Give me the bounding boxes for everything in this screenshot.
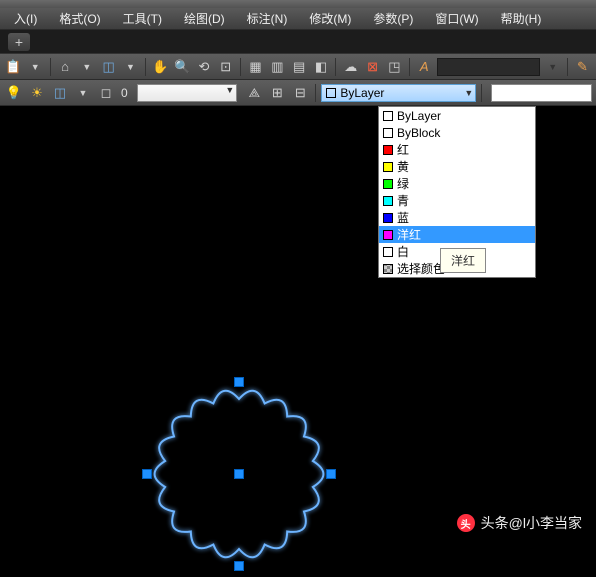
palette-icon[interactable]: ◧	[312, 57, 331, 77]
dropdown-arrow-icon[interactable]: ▼	[77, 57, 96, 77]
watermark-logo-icon: 头	[457, 514, 475, 532]
dropdown-arrow-icon[interactable]: ▼	[73, 83, 93, 103]
chevron-down-icon: ▼	[464, 88, 473, 98]
sheet-icon[interactable]: ▥	[268, 57, 287, 77]
zoom-icon[interactable]: 🔍	[173, 57, 192, 77]
block-icon[interactable]: ◫	[99, 57, 118, 77]
layer-prev-icon[interactable]: ⊞	[267, 83, 287, 103]
toolbar-divider	[315, 84, 316, 102]
color-option-magenta[interactable]: 洋红	[379, 226, 535, 243]
layer-match-icon[interactable]: ⟁	[244, 83, 264, 103]
pan-icon[interactable]: ✋	[151, 57, 170, 77]
color-option-red[interactable]: 红	[379, 141, 535, 158]
menu-parametric[interactable]: 参数(P)	[363, 8, 423, 29]
toolbar-divider	[567, 58, 568, 76]
menubar: 入(I) 格式(O) 工具(T) 绘图(D) 标注(N) 修改(M) 参数(P)…	[0, 8, 596, 30]
color-option-green[interactable]: 绿	[379, 175, 535, 192]
zoom-extents-icon[interactable]: ⊡	[216, 57, 235, 77]
menu-format[interactable]: 格式(O)	[49, 8, 110, 29]
add-tab-button[interactable]: +	[8, 33, 30, 51]
close-icon[interactable]: ⊠	[363, 57, 382, 77]
standard-toolbar: 📋 ▼ ⌂ ▼ ◫ ▼ ✋ 🔍 ⟲ ⊡ ▦ ▥ ▤ ◧ ☁ ⊠ ◳ A ▼ ✎	[0, 54, 596, 80]
menu-dimension[interactable]: 标注(N)	[237, 8, 298, 29]
layer-name: 0	[119, 86, 130, 100]
match-icon[interactable]: ⌂	[56, 57, 75, 77]
sun-icon[interactable]: ☀	[27, 83, 47, 103]
color-option-cyan[interactable]: 青	[379, 192, 535, 209]
color-dropdown-label: ByLayer	[340, 86, 384, 100]
linetype-dropdown[interactable]	[491, 84, 592, 102]
menu-window[interactable]: 窗口(W)	[425, 8, 488, 29]
menu-tools[interactable]: 工具(T)	[113, 8, 172, 29]
layers-toolbar: 💡 ☀ ◫ ▼ ◻ 0 ▼ ⟁ ⊞ ⊟ ByLayer ▼	[0, 80, 596, 106]
menu-insert[interactable]: 入(I)	[4, 8, 47, 29]
watermark: 头 头条@l小李当家	[457, 513, 582, 533]
color-option-yellow[interactable]: 黄	[379, 158, 535, 175]
toolbar-divider	[481, 84, 482, 102]
grip-left[interactable]	[142, 469, 152, 479]
color-option-bylayer[interactable]: ByLayer	[379, 107, 535, 124]
text-style-dropdown[interactable]	[437, 58, 541, 76]
layer-states-icon[interactable]: ◫	[50, 83, 70, 103]
selected-gear-object[interactable]	[139, 374, 339, 574]
toolbar-divider	[335, 58, 336, 76]
markup-icon[interactable]: ☁	[341, 57, 360, 77]
orbit-icon[interactable]: ⟲	[195, 57, 214, 77]
grip-right[interactable]	[326, 469, 336, 479]
dropdown-arrow-icon[interactable]: ▼	[121, 57, 140, 77]
dropdown-arrow-icon[interactable]: ▼	[543, 57, 562, 77]
bulb-icon[interactable]: 💡	[4, 83, 24, 103]
menu-help[interactable]: 帮助(H)	[491, 8, 552, 29]
grip-top[interactable]	[234, 377, 244, 387]
color-option-byblock[interactable]: ByBlock	[379, 124, 535, 141]
toolbar-divider	[240, 58, 241, 76]
layer-color-icon[interactable]: ◻	[96, 83, 116, 103]
chevron-down-icon: ▼	[225, 85, 234, 95]
menu-modify[interactable]: 修改(M)	[299, 8, 361, 29]
toolbar-divider	[409, 58, 410, 76]
paste-icon[interactable]: 📋	[4, 57, 23, 77]
titlebar	[0, 0, 596, 8]
toolbar-divider	[145, 58, 146, 76]
color-option-blue[interactable]: 蓝	[379, 209, 535, 226]
tool-icon[interactable]: ◳	[385, 57, 404, 77]
properties-icon[interactable]: ▦	[246, 57, 265, 77]
menu-draw[interactable]: 绘图(D)	[174, 8, 235, 29]
brush-icon[interactable]: ✎	[573, 57, 592, 77]
watermark-text: 头条@l小李当家	[481, 513, 582, 533]
calc-icon[interactable]: ▤	[290, 57, 309, 77]
grip-bottom[interactable]	[234, 561, 244, 571]
color-dropdown[interactable]: ByLayer ▼	[321, 84, 476, 102]
layer-dropdown[interactable]: ▼	[137, 84, 238, 102]
grip-center[interactable]	[234, 469, 244, 479]
color-swatch	[326, 88, 336, 98]
color-tooltip: 洋红	[440, 248, 486, 273]
layer-iso-icon[interactable]: ⊟	[290, 83, 310, 103]
toolbar-divider	[50, 58, 51, 76]
document-tabbar: +	[0, 30, 596, 54]
text-style-icon[interactable]: A	[415, 57, 434, 77]
dropdown-arrow-icon[interactable]: ▼	[26, 57, 45, 77]
